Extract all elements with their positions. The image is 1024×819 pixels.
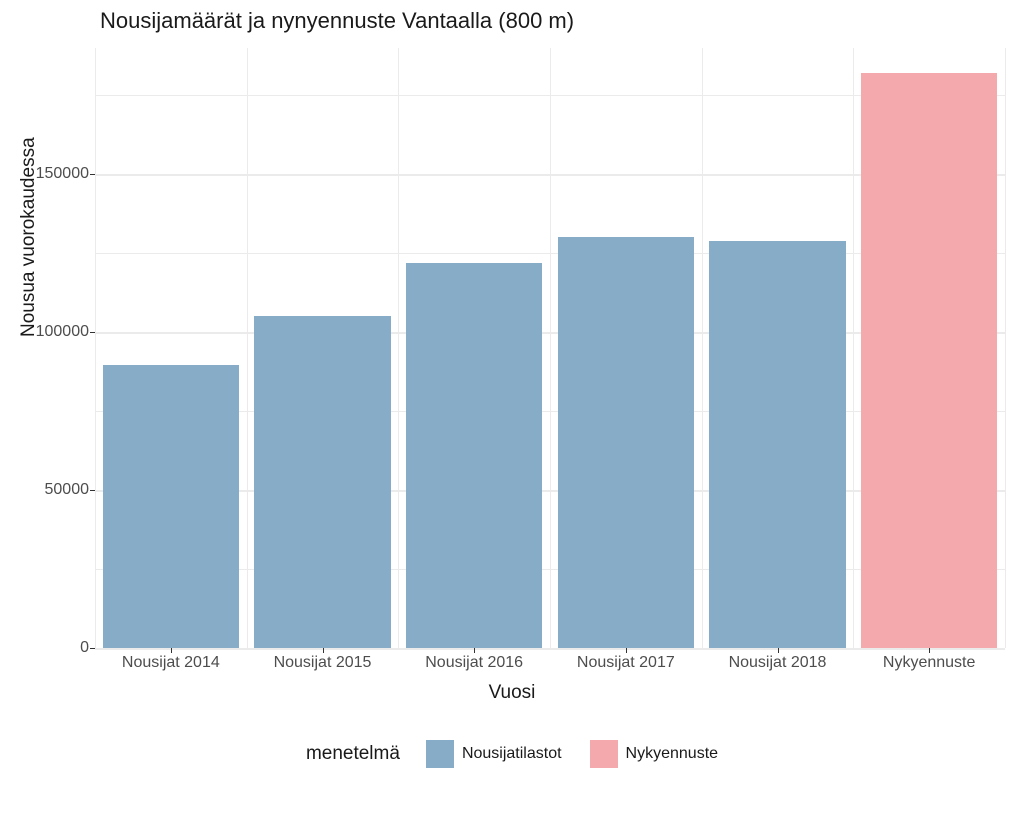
- grid-vline: [853, 48, 854, 648]
- y-tick-label: 150000: [9, 165, 89, 183]
- legend-item: Nousijatilastot: [426, 740, 562, 768]
- x-tick-mark: [778, 648, 779, 653]
- bar: [709, 241, 846, 648]
- grid-hline-major: [95, 648, 1005, 650]
- x-tick-label: Nousijat 2015: [274, 654, 372, 672]
- y-tick-mark: [90, 174, 95, 175]
- grid-vline: [702, 48, 703, 648]
- plot-panel: [95, 48, 1005, 648]
- x-tick-mark: [171, 648, 172, 653]
- grid-vline: [95, 48, 96, 648]
- y-tick-label: 0: [9, 639, 89, 657]
- bar: [558, 237, 695, 648]
- legend-title: menetelmä: [306, 743, 400, 765]
- legend-label: Nykyennuste: [626, 745, 719, 763]
- x-tick-label: Nykyennuste: [883, 654, 976, 672]
- y-tick-label: 100000: [9, 323, 89, 341]
- x-tick-mark: [929, 648, 930, 653]
- y-tick-label: 50000: [9, 481, 89, 499]
- x-tick-mark: [474, 648, 475, 653]
- x-tick-label: Nousijat 2018: [729, 654, 827, 672]
- bar: [861, 73, 998, 648]
- legend-label: Nousijatilastot: [462, 745, 562, 763]
- chart-title: Nousijamäärät ja nynyennuste Vantaalla (…: [100, 8, 574, 34]
- x-tick-label: Nousijat 2017: [577, 654, 675, 672]
- legend-key: [590, 740, 618, 768]
- x-axis-title: Vuosi: [0, 682, 1024, 704]
- plot-area: [95, 48, 1005, 648]
- grid-vline: [247, 48, 248, 648]
- grid-vline: [398, 48, 399, 648]
- bar: [103, 365, 240, 648]
- grid-vline: [550, 48, 551, 648]
- chart-container: Nousijamäärät ja nynyennuste Vantaalla (…: [0, 0, 1024, 819]
- y-tick-mark: [90, 332, 95, 333]
- bar: [254, 316, 391, 648]
- legend: menetelmä Nousijatilastot Nykyennuste: [0, 740, 1024, 768]
- y-tick-mark: [90, 490, 95, 491]
- legend-item: Nykyennuste: [590, 740, 719, 768]
- bar: [406, 263, 543, 648]
- x-tick-label: Nousijat 2014: [122, 654, 220, 672]
- x-tick-mark: [323, 648, 324, 653]
- legend-key: [426, 740, 454, 768]
- grid-vline: [1005, 48, 1006, 648]
- y-tick-mark: [90, 648, 95, 649]
- x-tick-label: Nousijat 2016: [425, 654, 523, 672]
- x-tick-mark: [626, 648, 627, 653]
